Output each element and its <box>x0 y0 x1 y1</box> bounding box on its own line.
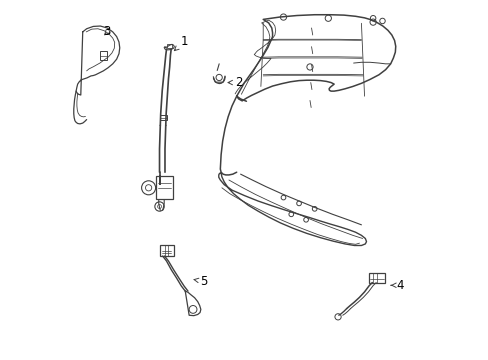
Text: 4: 4 <box>390 279 404 292</box>
Text: 2: 2 <box>227 76 242 89</box>
Text: 3: 3 <box>103 25 111 39</box>
Text: 1: 1 <box>174 35 187 51</box>
Text: 5: 5 <box>194 275 207 288</box>
